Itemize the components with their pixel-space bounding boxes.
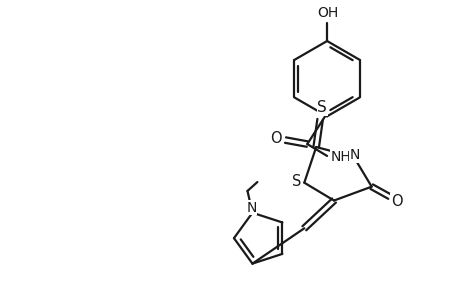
Text: S: S bbox=[291, 174, 300, 189]
Text: OH: OH bbox=[317, 6, 338, 20]
Text: O: O bbox=[269, 130, 281, 146]
Text: S: S bbox=[317, 100, 326, 115]
Text: NH: NH bbox=[330, 150, 351, 164]
Text: O: O bbox=[390, 194, 401, 209]
Text: N: N bbox=[246, 201, 256, 215]
Text: N: N bbox=[349, 148, 359, 162]
